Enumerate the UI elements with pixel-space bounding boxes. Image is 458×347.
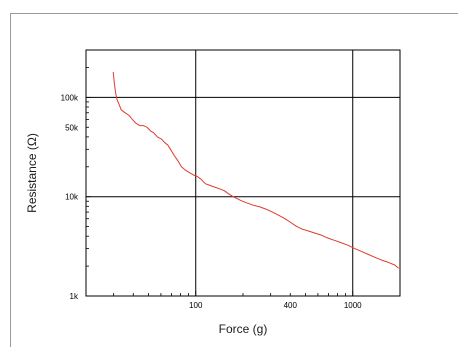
x-tick-label: 400: [284, 301, 298, 310]
y-axis-title: Resistance (Ω): [25, 133, 39, 213]
x-tick-labels: 100 400 1000: [189, 301, 362, 310]
y-tick-label: 10k: [65, 193, 79, 202]
frame-left-border: [10, 13, 11, 347]
x-tick-label: 1000: [344, 301, 362, 310]
x-axis-title: Force (g): [219, 322, 268, 336]
plot-area: [85, 49, 401, 297]
y-tick-label: 100k: [61, 93, 79, 102]
tick-marks: [85, 49, 401, 297]
series-line-0: [112, 71, 399, 269]
y-tick-labels: 1k 10k 50k 100k: [61, 93, 79, 301]
gridlines: [86, 50, 400, 296]
x-tick-label: 100: [189, 301, 203, 310]
series-layer: [112, 71, 399, 269]
y-tick-label: 1k: [70, 292, 79, 301]
y-tick-label: 50k: [65, 123, 79, 132]
frame-top-border: [10, 13, 458, 14]
